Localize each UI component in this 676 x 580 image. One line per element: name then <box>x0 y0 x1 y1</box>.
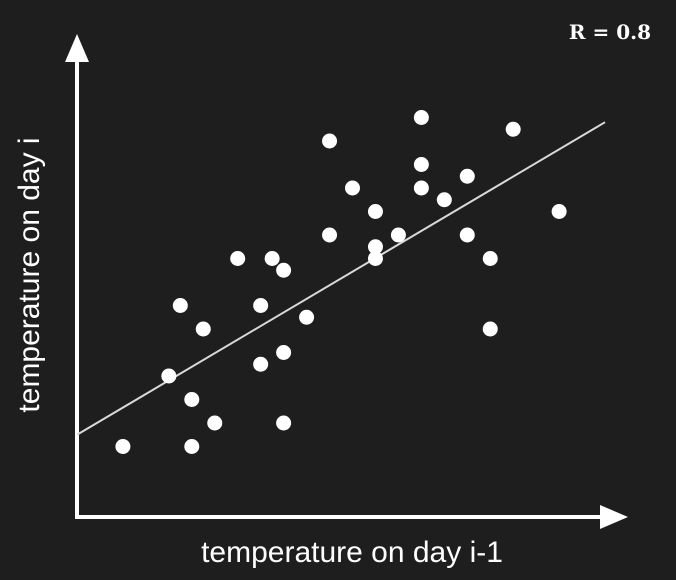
data-point-32 <box>551 204 567 219</box>
data-point-18 <box>345 180 360 196</box>
y-axis-label: temperature on day i <box>13 137 46 412</box>
x-axis-label: temperature on day i-1 <box>201 536 503 569</box>
data-point-19 <box>367 204 383 219</box>
data-point-5 <box>184 439 200 454</box>
data-point-10 <box>253 356 269 372</box>
trend-line <box>76 121 606 436</box>
data-point-25 <box>413 110 429 125</box>
data-point-11 <box>264 251 280 266</box>
data-point-15 <box>299 309 315 325</box>
data-point-17 <box>322 133 338 149</box>
data-point-31 <box>505 121 521 137</box>
data-point-7 <box>207 415 223 431</box>
data-point-22 <box>390 227 406 243</box>
data-point-24 <box>413 157 429 172</box>
data-point-20 <box>367 251 383 266</box>
data-point-13 <box>276 345 292 360</box>
data-point-12 <box>276 262 292 278</box>
correlation-annotation: R = 0.8 <box>569 20 651 44</box>
data-point-23 <box>413 180 429 196</box>
data-point-16 <box>322 227 338 243</box>
data-point-8 <box>230 251 246 266</box>
data-point-28 <box>459 227 475 243</box>
data-point-1 <box>115 439 131 454</box>
data-point-3 <box>172 298 188 313</box>
scatter-points <box>115 110 567 454</box>
data-point-29 <box>482 251 498 266</box>
data-point-21 <box>367 239 383 255</box>
data-point-30 <box>482 321 498 337</box>
data-point-4 <box>184 392 200 407</box>
data-point-9 <box>253 298 269 313</box>
data-point-14 <box>276 415 292 431</box>
data-point-27 <box>459 168 475 184</box>
x-axis-arrowhead <box>600 505 628 529</box>
data-point-6 <box>195 321 211 337</box>
data-point-26 <box>436 192 452 208</box>
y-axis-arrowhead <box>65 34 89 62</box>
data-point-2 <box>161 368 177 384</box>
